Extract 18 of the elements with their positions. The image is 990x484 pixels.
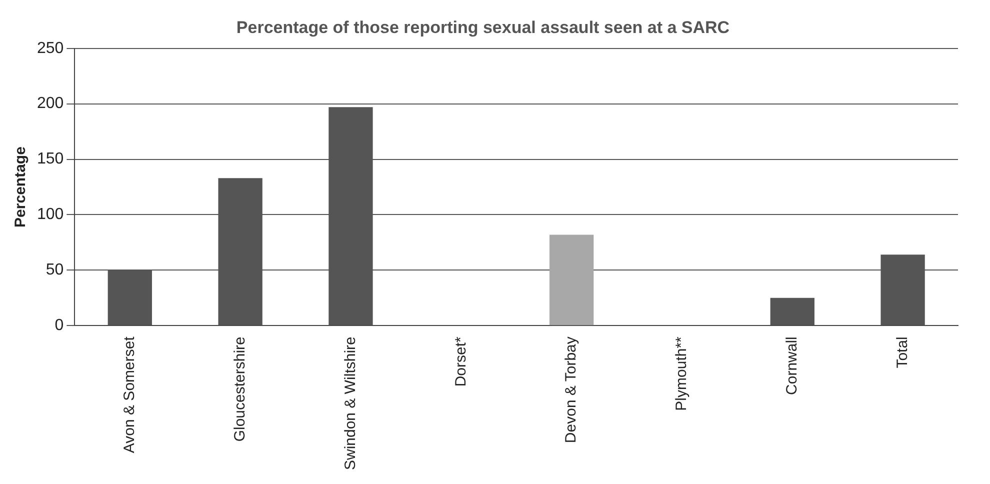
y-tick-label: 50 (46, 262, 64, 279)
x-tick-label: Cornwall (784, 336, 801, 395)
y-tick-label: 250 (36, 40, 64, 57)
x-tick-label: Avon & Somerset (121, 336, 138, 454)
x-tick-label: Dorset* (452, 336, 470, 387)
y-axis-title: Percentage (12, 146, 30, 228)
x-tick-label: Gloucestershire (231, 336, 248, 442)
y-tick-label: 200 (36, 95, 64, 112)
x-tick-label: Total (894, 336, 911, 368)
x-tick-label: Devon & Torbay (562, 336, 580, 444)
x-tick-label: Swindon & Wiltshire (342, 336, 359, 470)
chart-title: Percentage of those reporting sexual assault seen at a SARC (236, 18, 730, 37)
y-tick-label: 0 (54, 317, 64, 334)
bar (549, 234, 594, 326)
y-tick-label: 150 (36, 150, 64, 168)
y-tick-label: 100 (36, 206, 64, 224)
bar (770, 298, 814, 326)
x-tick-label: Plymouth** (673, 336, 690, 411)
